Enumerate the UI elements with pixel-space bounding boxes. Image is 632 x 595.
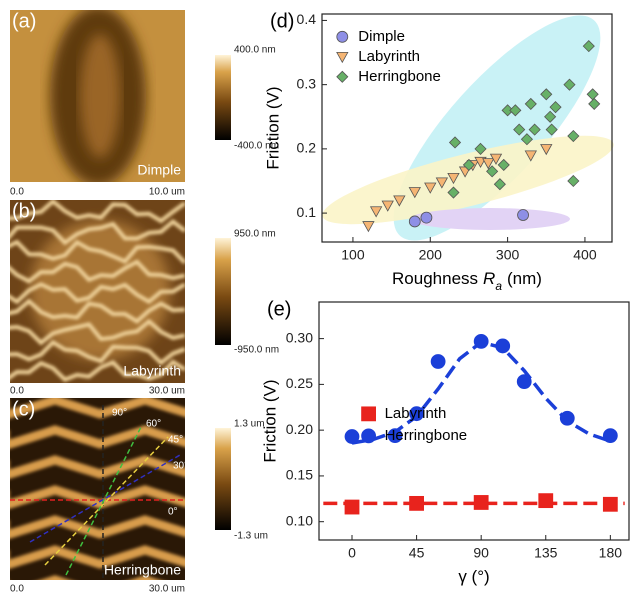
panel-label: (e): [267, 298, 291, 320]
y-axis-title: Friction (V): [263, 86, 282, 169]
marker: [410, 496, 424, 510]
marker: [363, 222, 374, 232]
legend-marker: [337, 71, 348, 82]
marker: [518, 210, 529, 221]
angle-label: 45°: [168, 435, 183, 446]
x-tick-label: 90: [473, 545, 489, 561]
y-tick-label: 0.1: [297, 204, 317, 220]
angle-label: 60°: [146, 419, 161, 430]
x-tick-label: 100: [341, 247, 365, 263]
panel-label: (b): [12, 200, 36, 222]
legend-marker: [337, 52, 348, 62]
x-tick-label: 45: [409, 545, 425, 561]
x-tick-label: 200: [419, 247, 443, 263]
image-caption: Dimple: [137, 162, 181, 178]
figure: (a) Dimple 400.0 nm -400.0 nm 0.0 10.0 u…: [0, 0, 632, 595]
marker: [474, 334, 488, 348]
x-tick-label: 0: [348, 545, 356, 561]
legend-label: Labyrinth: [385, 405, 447, 422]
marker: [517, 375, 531, 389]
legend-marker: [362, 429, 376, 443]
x-tick-label: 300: [496, 247, 520, 263]
y-tick-label: 0.15: [286, 467, 313, 483]
color-bar: [215, 428, 231, 530]
angle-label: 0°: [168, 507, 178, 518]
x-tick-label: 135: [534, 545, 558, 561]
y-tick-label: 0.20: [286, 421, 313, 437]
bar-max: 400.0 nm: [234, 45, 276, 56]
y-tick-label: 0.10: [286, 512, 313, 528]
scale-end: 30.0 um: [149, 386, 185, 397]
image-caption: Herringbone: [104, 562, 181, 578]
legend-marker: [362, 407, 376, 421]
axis-title-part: Roughness: [392, 269, 478, 288]
image-caption: Labyrinth: [123, 363, 181, 379]
legend-label: Labyrinth: [358, 48, 420, 65]
marker: [560, 411, 574, 425]
bar-max: 950.0 nm: [234, 229, 276, 240]
scale-start: 0.0: [10, 584, 24, 595]
scale-start: 0.0: [10, 187, 24, 198]
marker: [589, 98, 600, 109]
color-bar: [215, 55, 231, 140]
legend-label: Dimple: [358, 28, 405, 45]
page: (a) Dimple 400.0 nm -400.0 nm 0.0 10.0 u…: [0, 0, 632, 595]
legend-label: Herringbone: [358, 68, 441, 85]
x-tick-label: 400: [573, 247, 597, 263]
marker: [603, 429, 617, 443]
axis-title-part: (nm): [507, 269, 542, 288]
axis-title-part: γ (°): [458, 567, 489, 586]
marker: [496, 339, 510, 353]
legend-marker: [337, 31, 348, 42]
y-tick-label: 0.2: [297, 140, 317, 156]
panel-label: (d): [270, 10, 294, 32]
bar-min: -1.3 um: [234, 531, 268, 542]
marker: [345, 430, 359, 444]
y-tick-label: 0.25: [286, 375, 313, 391]
marker: [421, 212, 432, 223]
angle-label: 90°: [112, 408, 127, 419]
marker: [474, 495, 488, 509]
axis-title-part: a: [495, 279, 502, 293]
color-bar: [215, 238, 231, 345]
y-tick-label: 0.4: [297, 11, 317, 27]
y-tick-label: 0.3: [297, 75, 317, 91]
x-tick-label: 180: [599, 545, 623, 561]
marker: [587, 89, 598, 100]
marker: [568, 175, 579, 186]
afm-image-a: [10, 6, 185, 186]
marker: [409, 216, 420, 227]
afm-image-b: [5, 200, 185, 383]
legend-label: Herringbone: [385, 427, 468, 444]
y-tick-label: 0.30: [286, 329, 313, 345]
scale-end: 10.0 um: [149, 187, 185, 198]
panel-label: (c): [12, 398, 35, 420]
bar-min: -950.0 nm: [234, 345, 279, 356]
marker: [539, 494, 553, 508]
y-axis-title: Friction (V): [260, 379, 279, 462]
marker: [431, 355, 445, 369]
marker: [603, 497, 617, 511]
x-axis-title: γ (°): [458, 567, 489, 586]
axis-title-part: R: [483, 269, 495, 288]
marker: [345, 500, 359, 514]
panel-label: (a): [12, 10, 36, 32]
x-axis-title: Roughness Ra (nm): [392, 269, 542, 293]
scale-start: 0.0: [10, 386, 24, 397]
angle-label: 30°: [173, 461, 188, 472]
scale-end: 30.0 um: [149, 584, 185, 595]
